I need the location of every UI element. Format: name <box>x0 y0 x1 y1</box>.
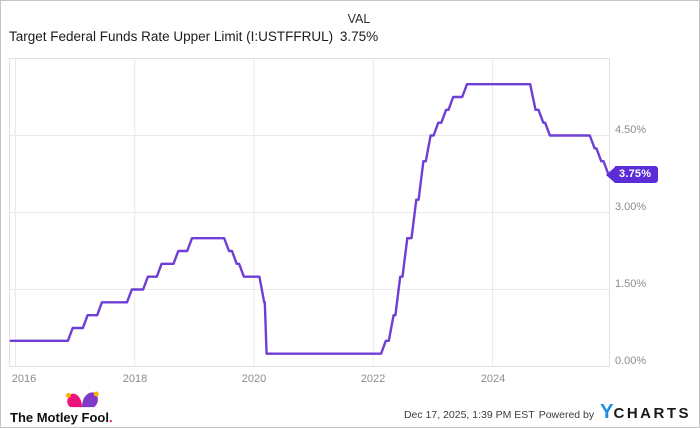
powered-by-label: Powered by <box>538 409 595 421</box>
x-axis-tick-label: 2020 <box>241 373 267 385</box>
y-axis-tick-label: 4.50% <box>615 124 647 136</box>
ycharts-wordmark: CHARTS <box>613 405 691 422</box>
timestamp: Dec 17, 2025, 1:39 PM EST <box>403 409 535 421</box>
last-value-badge: 3.75% <box>606 166 659 183</box>
y-axis-tick-label: 1.50% <box>615 278 647 290</box>
val-column-header: VAL <box>347 12 371 26</box>
x-axis-tick-label: 2018 <box>122 373 148 385</box>
current-value: 3.75% <box>339 29 379 44</box>
motley-fool-period: . <box>108 410 113 425</box>
x-axis-tick-label: 2024 <box>480 373 506 385</box>
ycharts-y-mark: Y <box>600 401 614 423</box>
x-axis-tick-label: 2022 <box>360 373 386 385</box>
plot-border <box>9 58 610 367</box>
jester-hat-icon <box>65 391 99 408</box>
y-axis-tick-label: 0.00% <box>615 355 647 367</box>
badge-label: 3.75% <box>615 166 659 183</box>
motley-fool-logo: The Motley Fool. <box>10 391 120 425</box>
badge-arrow <box>606 166 615 183</box>
y-axis-tick-label: 3.00% <box>615 201 647 213</box>
attribution: Dec 17, 2025, 1:39 PM EST Powered by Y CH… <box>403 401 691 423</box>
rate-line <box>9 82 611 355</box>
val-column: VAL 3.75% <box>327 12 391 44</box>
ycharts-logo: Y CHARTS <box>600 401 691 423</box>
motley-fool-text: The Motley Fool <box>10 410 109 425</box>
x-axis-tick-label: 2016 <box>11 373 37 385</box>
motley-fool-wordmark: The Motley Fool. <box>10 410 113 425</box>
chart-title: Target Federal Funds Rate Upper Limit (I… <box>9 29 334 44</box>
